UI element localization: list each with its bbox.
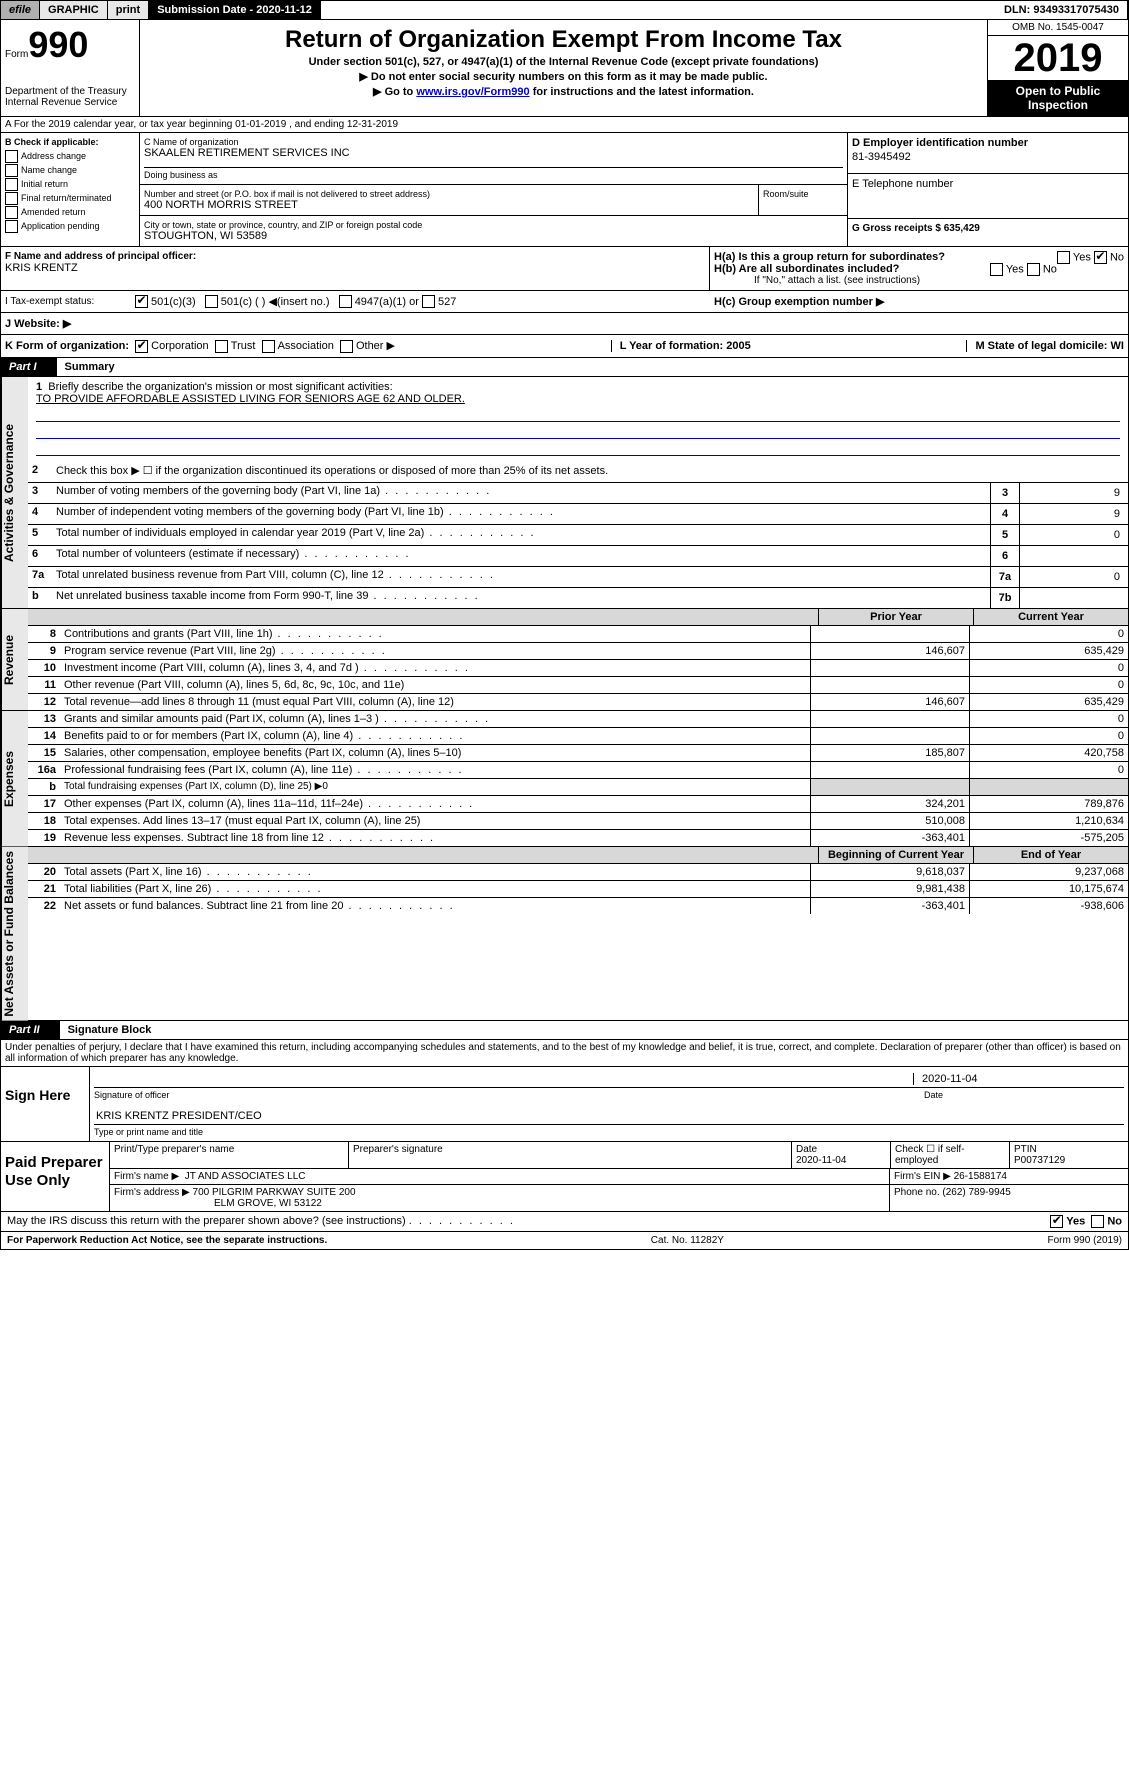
top-toolbar: efile GRAPHIC print Submission Date - 20…	[0, 0, 1129, 20]
efile-button[interactable]: efile	[1, 1, 40, 19]
department: Department of the Treasury Internal Reve…	[5, 86, 135, 108]
f-h-row: F Name and address of principal officer:…	[0, 247, 1129, 291]
box-j: J Website: ▶	[0, 313, 1129, 335]
form-label: Form	[5, 49, 28, 60]
box-d: D Employer identification number 81-3945…	[848, 133, 1128, 174]
print-button[interactable]: print	[108, 1, 149, 19]
box-e: E Telephone number	[848, 174, 1128, 219]
org-name-label: C Name of organization	[144, 137, 843, 147]
city: STOUGHTON, WI 53589	[144, 230, 843, 242]
box-b: B Check if applicable: Address change Na…	[1, 133, 140, 246]
submission-date: Submission Date - 2020-11-12	[149, 1, 321, 19]
street: 400 NORTH MORRIS STREET	[144, 199, 754, 211]
irs-link[interactable]: www.irs.gov/Form990	[416, 86, 529, 98]
footer: For Paperwork Reduction Act Notice, see …	[0, 1232, 1129, 1250]
ein-value: 81-3945492	[852, 149, 1124, 169]
501c3-check[interactable]	[135, 295, 148, 308]
org-name: SKAALEN RETIREMENT SERVICES INC	[144, 147, 843, 159]
governance-section: Activities & Governance 1 Briefly descri…	[0, 377, 1129, 609]
expenses-section: Expenses 13Grants and similar amounts pa…	[0, 711, 1129, 847]
graphic-button[interactable]: GRAPHIC	[40, 1, 108, 19]
form-number: 990	[28, 24, 88, 65]
501c-check[interactable]	[205, 295, 218, 308]
dln-number: DLN: 93493317075430	[996, 1, 1128, 19]
goto-line: ▶ Go to www.irs.gov/Form990 for instruct…	[148, 85, 979, 98]
discuss-row: May the IRS discuss this return with the…	[0, 1212, 1129, 1232]
box-hc: H(c) Group exemption number ▶	[714, 295, 1124, 308]
info-block: B Check if applicable: Address change Na…	[0, 133, 1129, 247]
paid-preparer: Paid Preparer Use Only Print/Type prepar…	[0, 1142, 1129, 1212]
expenses-tab: Expenses	[1, 711, 28, 846]
room-label: Room/suite	[758, 185, 847, 215]
open-public: Open to Public Inspection	[988, 80, 1128, 116]
revenue-tab: Revenue	[1, 609, 28, 710]
box-k: K Form of organization: Corporation Trus…	[0, 335, 1129, 358]
officer-name: KRIS KRENTZ PRESIDENT/CEO	[96, 1110, 262, 1122]
box-i: I Tax-exempt status: 501(c)(3) 501(c) ( …	[0, 291, 1129, 313]
ssn-warning: ▶ Do not enter social security numbers o…	[148, 70, 979, 83]
box-h: H(a) Is this a group return for subordin…	[710, 247, 1128, 290]
4947-check[interactable]	[339, 295, 352, 308]
dba-label: Doing business as	[144, 170, 843, 180]
sign-here: Sign Here 2020-11-04 Signature of office…	[0, 1067, 1129, 1142]
period-line: A For the 2019 calendar year, or tax yea…	[0, 117, 1129, 133]
mission-text: TO PROVIDE AFFORDABLE ASSISTED LIVING FO…	[36, 393, 1120, 405]
section-line: Under section 501(c), 527, or 4947(a)(1)…	[148, 56, 979, 68]
street-label: Number and street (or P.O. box if mail i…	[144, 189, 754, 199]
penalty-statement: Under penalties of perjury, I declare th…	[0, 1040, 1129, 1067]
tax-year: 2019	[988, 36, 1128, 80]
box-l: L Year of formation: 2005	[611, 340, 751, 352]
box-f: F Name and address of principal officer:…	[1, 247, 710, 290]
revenue-section: Revenue Prior Year Current Year 8Contrib…	[0, 609, 1129, 711]
527-check[interactable]	[422, 295, 435, 308]
governance-tab: Activities & Governance	[1, 377, 28, 608]
form-header: Form990 Department of the Treasury Inter…	[0, 20, 1129, 117]
netassets-tab: Net Assets or Fund Balances	[1, 847, 28, 1021]
part2-header: Part II Signature Block	[0, 1021, 1129, 1040]
form-title: Return of Organization Exempt From Incom…	[148, 26, 979, 54]
omb-number: OMB No. 1545-0047	[988, 20, 1128, 36]
box-m: M State of legal domicile: WI	[966, 340, 1124, 352]
city-label: City or town, state or province, country…	[144, 220, 843, 230]
box-g: G Gross receipts $ 635,429	[848, 219, 1128, 238]
netassets-section: Net Assets or Fund Balances Beginning of…	[0, 847, 1129, 1022]
part1-header: Part I Summary	[0, 358, 1129, 377]
